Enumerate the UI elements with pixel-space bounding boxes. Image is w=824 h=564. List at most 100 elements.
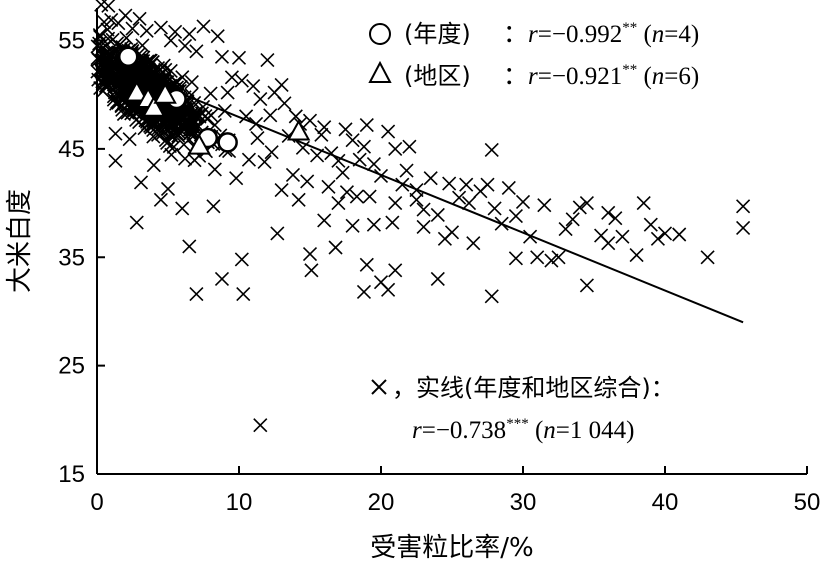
legend-r-label: r bbox=[528, 21, 538, 48]
scatter-point bbox=[246, 78, 261, 94]
legend-n-value: =4 bbox=[664, 21, 691, 48]
scatter-point bbox=[248, 116, 264, 132]
scatter-point bbox=[565, 212, 580, 227]
y-tick-label: 25 bbox=[58, 353, 85, 380]
dense-cross-cluster bbox=[90, 22, 236, 168]
scatter-point bbox=[162, 138, 177, 154]
triangle-point bbox=[286, 119, 311, 141]
scatter-point bbox=[236, 287, 251, 302]
annotation-sig: *** bbox=[506, 416, 529, 432]
scatter-point bbox=[184, 74, 199, 90]
scatter-point bbox=[579, 278, 594, 293]
scatter-point bbox=[487, 201, 502, 216]
scatter-point bbox=[119, 30, 134, 46]
scatter-point bbox=[388, 196, 403, 211]
scatter-point bbox=[100, 22, 115, 37]
legend-n-value: =6 bbox=[664, 63, 691, 90]
scatter-point bbox=[381, 282, 396, 297]
scatter-point bbox=[229, 171, 244, 186]
scatter-point bbox=[523, 229, 538, 244]
scatter-point bbox=[274, 182, 289, 198]
scatter-point bbox=[139, 23, 154, 38]
scatter-point bbox=[615, 229, 630, 244]
scatter-point bbox=[508, 251, 523, 266]
scatter-point bbox=[241, 152, 257, 167]
scatter-point bbox=[137, 121, 152, 136]
trend-line bbox=[103, 61, 744, 324]
scatter-point bbox=[156, 58, 171, 73]
annotation-line-1: ，实线(年度和地区综合)： bbox=[392, 374, 675, 402]
scatter-point bbox=[304, 263, 319, 278]
scatter-point bbox=[484, 142, 499, 158]
scatter-point bbox=[300, 174, 315, 189]
scatter-point bbox=[257, 154, 272, 169]
scatter-point bbox=[636, 196, 651, 211]
scatter-point bbox=[97, 15, 112, 30]
scatter-point bbox=[168, 24, 183, 39]
scatter-point bbox=[234, 73, 249, 88]
y-tick-label: 35 bbox=[58, 244, 85, 271]
legend-marker-triangle bbox=[368, 60, 392, 83]
cross-series bbox=[92, 0, 751, 433]
scatter-point bbox=[101, 65, 116, 81]
scatter-point bbox=[608, 211, 623, 226]
legend-n-label: n bbox=[652, 21, 665, 48]
scatter-point bbox=[172, 107, 187, 122]
scatter-point bbox=[158, 132, 173, 148]
scatter-point bbox=[430, 271, 445, 286]
scatter-point bbox=[362, 189, 377, 204]
scatter-point bbox=[558, 222, 573, 237]
legend-label-year: (年度) bbox=[404, 20, 471, 48]
scatter-point bbox=[388, 141, 403, 156]
annotation-n-label: n bbox=[543, 417, 556, 444]
x-tick-label: 0 bbox=[90, 489, 103, 516]
scatter-point bbox=[129, 215, 144, 230]
scatter-point bbox=[177, 38, 193, 53]
scatter-point bbox=[234, 252, 249, 267]
scatter-point bbox=[220, 85, 235, 100]
scatter-point bbox=[264, 145, 279, 160]
scatter-point bbox=[314, 127, 329, 142]
y-tick-label: 45 bbox=[58, 136, 85, 163]
legend-n-label: n bbox=[652, 63, 665, 90]
scatter-point bbox=[356, 139, 372, 154]
scatter-point bbox=[409, 192, 424, 207]
scatter-point bbox=[672, 227, 687, 242]
scatter-point bbox=[224, 70, 239, 85]
annotation-r-value: =−0.738 bbox=[422, 417, 506, 444]
x-axis-title: 受害粒比率/% bbox=[370, 533, 533, 563]
scatter-point bbox=[650, 231, 665, 246]
axes-layer bbox=[96, 8, 807, 475]
legend: (年度) ：r=−0.992** (n=4) (地区) ：r=−0.921** … bbox=[368, 20, 699, 90]
scatter-point bbox=[544, 253, 559, 268]
scatter-point bbox=[416, 219, 431, 234]
scatter-point bbox=[381, 124, 396, 139]
scatter-point bbox=[206, 199, 221, 214]
scatter-point bbox=[339, 185, 354, 200]
scatter-point bbox=[164, 147, 179, 162]
scatter-point bbox=[277, 96, 292, 111]
scatter-point bbox=[310, 148, 325, 163]
triangle-point bbox=[125, 80, 149, 102]
scatter-point bbox=[108, 126, 123, 141]
scatter-point bbox=[270, 226, 285, 241]
scatter-point bbox=[501, 180, 516, 195]
scatter-point bbox=[288, 109, 303, 124]
ticks-layer: 0 10 20 30 40 50 15 25 35 45 55 bbox=[58, 28, 820, 516]
scatter-point bbox=[160, 181, 176, 197]
scatter-point bbox=[551, 250, 566, 265]
scatter-point bbox=[508, 209, 523, 224]
scatter-point bbox=[108, 153, 123, 168]
scatter-point bbox=[260, 52, 275, 68]
legend-sig: ** bbox=[622, 62, 637, 78]
scatter-point bbox=[151, 68, 166, 84]
scatter-point bbox=[736, 199, 751, 214]
legend-item-region: (地区) ：r=−0.921** (n=6) bbox=[368, 60, 699, 90]
scatter-point bbox=[359, 257, 374, 272]
y-tick-label: 55 bbox=[58, 28, 85, 55]
scatter-point bbox=[97, 55, 112, 70]
scatter-point bbox=[352, 152, 367, 167]
x-tick-label: 50 bbox=[794, 489, 821, 516]
scatter-point bbox=[253, 91, 268, 107]
scatter-point bbox=[203, 86, 218, 101]
